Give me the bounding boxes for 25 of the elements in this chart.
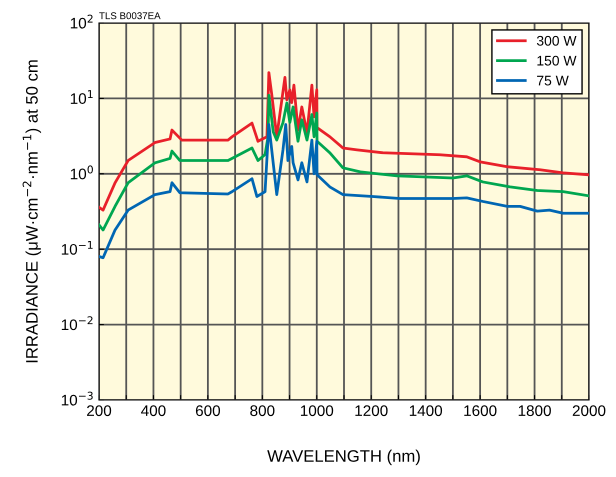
line-series xyxy=(99,123,589,260)
line-series xyxy=(99,94,589,232)
x-tick-label: 2000 xyxy=(572,405,606,416)
x-tick-label: 1400 xyxy=(410,405,442,416)
x-tick-label: 1800 xyxy=(518,405,551,416)
x-tick-label: 200 xyxy=(87,405,112,416)
y-tick-label: 10$^{2}$ xyxy=(70,14,93,29)
x-axis-title: WAVELENGTH (nm) xyxy=(267,450,420,466)
legend-label: 150 W xyxy=(537,56,576,66)
legend-label: 75 W xyxy=(537,76,569,86)
x-tick-label: 800 xyxy=(250,405,274,416)
text: TLS B0037EA xyxy=(99,12,161,20)
x-tick-label: 1600 xyxy=(464,405,497,416)
line-series xyxy=(99,71,589,212)
y-tick-label: 10$^{0}$ xyxy=(70,165,93,180)
x-tick-label: 1200 xyxy=(355,405,388,416)
y-axis-title: IRRADIANCE (μW·cm$^{−2}$·nm$^{−1}$) at 50 cm xyxy=(22,60,42,362)
x-tick-label: 600 xyxy=(196,405,220,416)
x-tick-label: 400 xyxy=(141,405,166,416)
y-tick-label: 10$^{−3}$ xyxy=(62,392,93,406)
y-tick-label: 10$^{−2}$ xyxy=(62,316,93,330)
y-tick-label: 10$^{−1}$ xyxy=(62,240,93,255)
y-tick-label: 10$^{1}$ xyxy=(70,90,93,104)
x-tick-label: 1000 xyxy=(300,405,334,416)
legend-label: 300 W xyxy=(536,36,576,46)
